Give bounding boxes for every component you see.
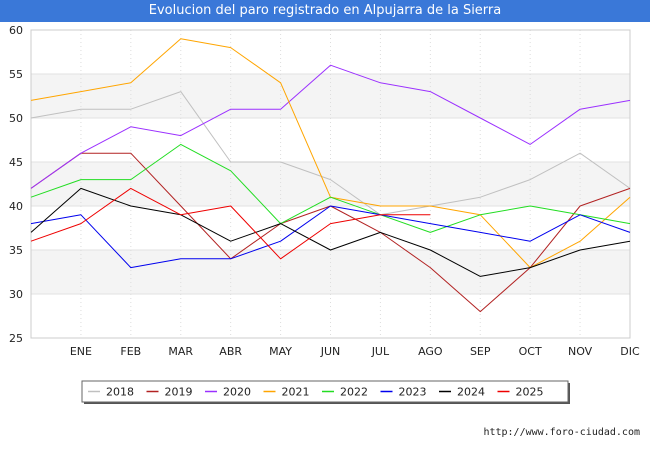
grid-band <box>31 74 630 118</box>
legend-label-2018: 2018 <box>106 386 134 399</box>
legend-label-2022: 2022 <box>340 386 368 399</box>
series-line-2020 <box>30 64 631 189</box>
y-tick-label: 25 <box>9 332 23 345</box>
legend-label-2025: 2025 <box>516 386 544 399</box>
x-tick-label: FEB <box>120 345 141 358</box>
x-tick-label: DIC <box>620 345 640 358</box>
series-line-2024 <box>30 187 631 277</box>
plot-background <box>30 29 631 339</box>
grid-band <box>31 294 630 338</box>
x-axis-ticks: ENE FEB MAR ABR MAY JUN JUL AGO SEP OCT NOV DIC <box>70 345 640 358</box>
series-line-2023 <box>30 205 631 269</box>
plot-border <box>30 29 631 339</box>
x-tick-label: MAY <box>269 345 292 358</box>
series-lines <box>30 38 631 313</box>
y-tick-label: 40 <box>9 200 23 213</box>
y-tick-label: 60 <box>9 24 23 37</box>
x-tick-label: ABR <box>219 345 242 358</box>
series-line-2025 <box>30 187 431 260</box>
legend: 2018 2019 2020 2021 2022 2023 2024 2025 <box>81 380 570 404</box>
legend-label-2024: 2024 <box>457 386 485 399</box>
source-credit: http://www.foro-ciudad.com <box>483 427 640 438</box>
x-tick-label: SEP <box>470 345 491 358</box>
grid-band <box>31 206 630 250</box>
x-tick-label: JUN <box>320 345 341 358</box>
y-tick-label: 35 <box>9 244 23 257</box>
series-line-2022 <box>30 143 631 233</box>
legend-label-2021: 2021 <box>282 386 310 399</box>
x-tick-label: ENE <box>70 345 92 358</box>
x-tick-label: JUL <box>371 345 390 358</box>
y-tick-label: 45 <box>9 156 23 169</box>
x-tick-label: AGO <box>418 345 443 358</box>
y-tick-label: 50 <box>9 112 23 125</box>
x-tick-label: NOV <box>568 345 593 358</box>
legend-label-2020: 2020 <box>223 386 251 399</box>
series-line-2018 <box>30 91 631 216</box>
y-tick-label: 55 <box>9 68 23 81</box>
y-axis-ticks: 25 30 35 40 45 50 55 60 <box>9 24 23 345</box>
x-tick-label: MAR <box>168 345 193 358</box>
grid-band <box>31 30 630 74</box>
grid-band <box>31 118 630 162</box>
legend-label-2019: 2019 <box>165 386 193 399</box>
legend-label-2023: 2023 <box>399 386 427 399</box>
grid-band <box>31 162 630 206</box>
x-tick-label: OCT <box>519 345 542 358</box>
chart-title: Evolucion del paro registrado en Alpujar… <box>0 0 650 22</box>
y-tick-label: 30 <box>9 288 23 301</box>
